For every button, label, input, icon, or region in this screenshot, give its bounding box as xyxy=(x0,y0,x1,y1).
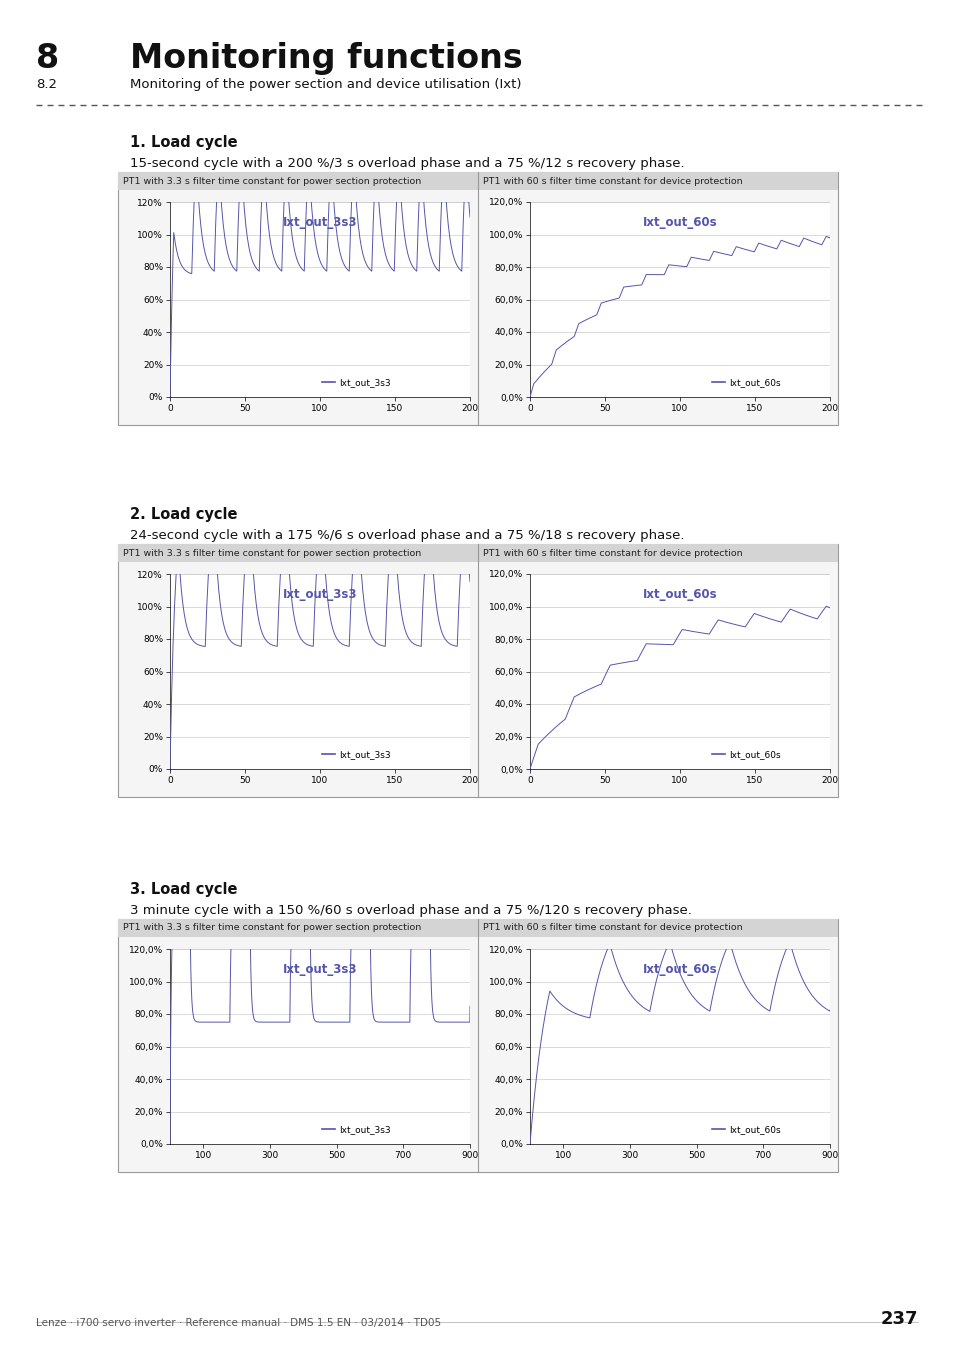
Text: Monitoring of the power section and device utilisation (Ixt): Monitoring of the power section and devi… xyxy=(130,78,521,90)
Text: 1. Load cycle: 1. Load cycle xyxy=(130,135,237,150)
Text: Monitoring functions: Monitoring functions xyxy=(130,42,522,76)
Bar xyxy=(118,544,477,562)
Legend: Ixt_out_60s: Ixt_out_60s xyxy=(707,374,783,390)
Bar xyxy=(118,919,477,937)
Text: 2. Load cycle: 2. Load cycle xyxy=(130,508,237,522)
Text: Ixt_out_3s3: Ixt_out_3s3 xyxy=(282,216,356,228)
Legend: Ixt_out_3s3: Ixt_out_3s3 xyxy=(317,374,394,390)
Bar xyxy=(118,171,837,425)
Text: PT1 with 3.3 s filter time constant for power section protection: PT1 with 3.3 s filter time constant for … xyxy=(123,923,421,933)
Legend: Ixt_out_3s3: Ixt_out_3s3 xyxy=(317,747,394,763)
Text: Ixt_out_60s: Ixt_out_60s xyxy=(642,587,717,601)
Bar xyxy=(477,171,837,190)
Text: Ixt_out_60s: Ixt_out_60s xyxy=(642,216,717,228)
Text: 237: 237 xyxy=(880,1310,917,1328)
Bar xyxy=(118,171,477,190)
Text: 8.2: 8.2 xyxy=(36,78,57,90)
Text: 3 minute cycle with a 150 %/60 s overload phase and a 75 %/120 s recovery phase.: 3 minute cycle with a 150 %/60 s overloa… xyxy=(130,904,691,917)
Text: 24-second cycle with a 175 %/6 s overload phase and a 75 %/18 s recovery phase.: 24-second cycle with a 175 %/6 s overloa… xyxy=(130,529,684,541)
Text: 8: 8 xyxy=(36,42,59,76)
Legend: Ixt_out_60s: Ixt_out_60s xyxy=(707,747,783,763)
Bar xyxy=(118,544,837,796)
Legend: Ixt_out_60s: Ixt_out_60s xyxy=(707,1122,783,1138)
Text: 3. Load cycle: 3. Load cycle xyxy=(130,882,237,896)
Legend: Ixt_out_3s3: Ixt_out_3s3 xyxy=(317,1122,394,1138)
Bar xyxy=(118,919,837,1172)
Bar xyxy=(477,544,837,562)
Text: Lenze · i700 servo inverter · Reference manual · DMS 1.5 EN · 03/2014 · TD05: Lenze · i700 servo inverter · Reference … xyxy=(36,1318,440,1328)
Bar xyxy=(477,919,837,937)
Text: PT1 with 3.3 s filter time constant for power section protection: PT1 with 3.3 s filter time constant for … xyxy=(123,177,421,185)
Text: 15-second cycle with a 200 %/3 s overload phase and a 75 %/12 s recovery phase.: 15-second cycle with a 200 %/3 s overloa… xyxy=(130,157,684,170)
Text: PT1 with 60 s filter time constant for device protection: PT1 with 60 s filter time constant for d… xyxy=(482,548,741,558)
Text: PT1 with 60 s filter time constant for device protection: PT1 with 60 s filter time constant for d… xyxy=(482,177,741,185)
Text: PT1 with 60 s filter time constant for device protection: PT1 with 60 s filter time constant for d… xyxy=(482,923,741,933)
Text: Ixt_out_3s3: Ixt_out_3s3 xyxy=(282,963,356,976)
Text: PT1 with 3.3 s filter time constant for power section protection: PT1 with 3.3 s filter time constant for … xyxy=(123,548,421,558)
Text: Ixt_out_3s3: Ixt_out_3s3 xyxy=(282,587,356,601)
Text: Ixt_out_60s: Ixt_out_60s xyxy=(642,963,717,976)
